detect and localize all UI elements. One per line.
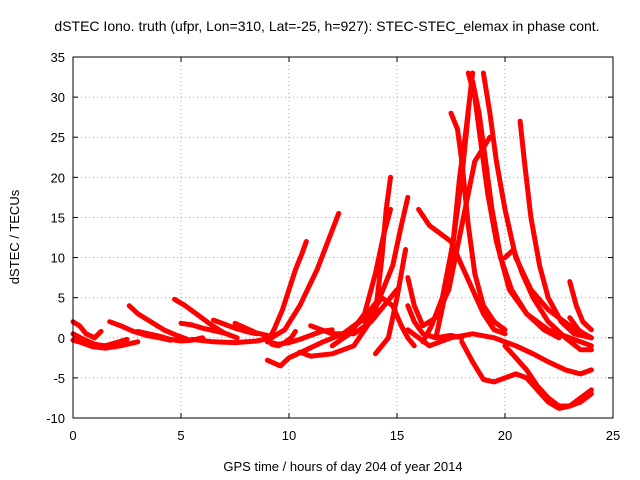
data-series	[70, 70, 594, 411]
axis-tick-labels: 0 5 10 15 20 25 -10 -5 0 5 10 15 20 25 30 35	[46, 50, 620, 443]
y-axis-label: dSTEC / TECUs	[7, 189, 22, 284]
series-arc12	[264, 239, 309, 345]
y-tick-label: 25	[51, 130, 65, 145]
series-arc2	[70, 331, 130, 349]
y-tick-label: 10	[51, 251, 65, 266]
series-arc38	[567, 279, 594, 333]
series-arc21	[362, 295, 417, 349]
series-arc29	[448, 110, 508, 333]
series-arc8	[178, 320, 227, 336]
x-tick-label: 10	[282, 428, 296, 443]
y-tick-label: -5	[53, 371, 65, 386]
series-arc14	[264, 210, 342, 343]
y-tick-label: 0	[58, 331, 65, 346]
series-arc39	[567, 315, 594, 341]
x-tick-label: 15	[390, 428, 404, 443]
y-tick-label: -10	[46, 411, 65, 426]
y-tick-label: 5	[58, 291, 65, 306]
x-tick-label: 5	[177, 428, 184, 443]
y-tick-label: 15	[51, 210, 65, 225]
series-arc34	[517, 118, 594, 341]
series-arc37	[502, 343, 594, 409]
series-arc11	[232, 320, 270, 338]
series-arc1	[70, 319, 104, 341]
series-arc17	[297, 174, 393, 359]
x-tick-label: 0	[69, 428, 76, 443]
series-arc9	[189, 335, 275, 346]
chart-title: dSTEC Iono. truth (ufpr, Lon=310, Lat=-2…	[54, 18, 599, 34]
series-arc3	[70, 337, 141, 351]
x-tick-label: 25	[606, 428, 620, 443]
series-arc33	[502, 247, 594, 353]
y-tick-label: 20	[51, 170, 65, 185]
plot-frame	[72, 56, 614, 419]
series-arc35	[448, 331, 594, 377]
y-tick-label: 30	[51, 90, 65, 105]
series-arc28	[416, 206, 508, 337]
series-arc24	[405, 327, 454, 349]
x-tick-label: 20	[498, 428, 512, 443]
y-tick-label: 35	[51, 50, 65, 65]
series-arc22	[372, 247, 409, 357]
series-arc5	[126, 303, 190, 342]
x-axis-label: GPS time / hours of day 204 of year 2014	[223, 459, 462, 474]
series-arc7	[172, 296, 240, 341]
series-arc27	[433, 70, 476, 341]
series-arc20	[340, 194, 411, 339]
